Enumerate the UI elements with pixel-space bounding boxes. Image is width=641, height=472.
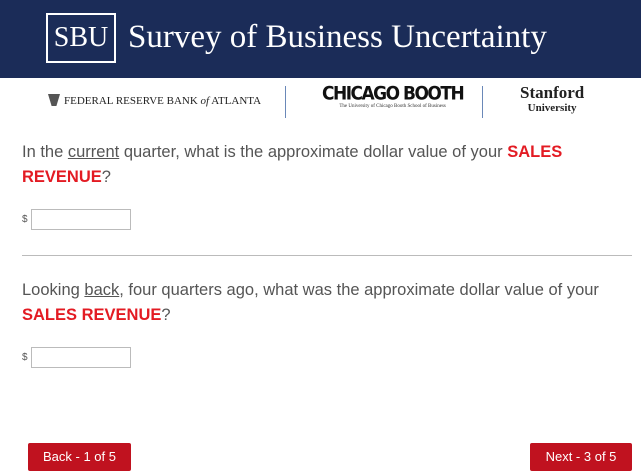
text-segment: , four quarters ago, what was the approx… (119, 281, 599, 299)
text-segment: quarter, what is the approximate dollar … (119, 143, 508, 161)
stanford-logo: Stanford University (520, 83, 585, 115)
header: SBU Survey of Business Uncertainty (0, 0, 641, 78)
next-button[interactable]: Next - 3 of 5 (530, 443, 632, 471)
text-segment: ? (101, 168, 111, 186)
logo-subtitle: The University of Chicago Booth School o… (339, 104, 446, 109)
back-button[interactable]: Back - 1 of 5 (28, 443, 131, 471)
eagle-icon (48, 94, 60, 106)
logo-subtitle: University (527, 102, 577, 114)
amount-input[interactable] (30, 347, 131, 368)
text-segment: Looking (22, 281, 85, 299)
divider (22, 255, 632, 256)
title: Survey of Business Uncertainty (128, 19, 547, 55)
text-segment: back (84, 281, 120, 299)
currency-symbol: $ (22, 214, 28, 226)
question-text: Looking back, four quarters ago, what wa… (22, 278, 622, 328)
chicago-booth-logo: CHICAGO BOOTH The University of Chicago … (322, 83, 465, 109)
input-row: $ (22, 209, 131, 230)
input-row: $ (22, 347, 131, 368)
logo-text: of (200, 95, 210, 107)
question: In the current quarter, what is the appr… (22, 140, 622, 230)
text-segment: In the (22, 143, 68, 161)
logo: SBU (46, 13, 116, 63)
currency-symbol: $ (22, 352, 28, 364)
text-segment: current (67, 143, 120, 161)
logo-name: CHICAGO BOOTH (322, 83, 465, 105)
logo-text: FEDERAL RESERVE BANK (64, 95, 201, 107)
separator (285, 86, 286, 118)
logo-name: Stanford (520, 83, 585, 102)
separator (482, 86, 483, 118)
text-segment: SALES REVENUE (22, 143, 563, 186)
partner-logos: FEDERAL RESERVE BANK of ATLANTA CHICAGO … (0, 80, 641, 126)
logo-text: ATLANTA (209, 95, 262, 107)
text-segment: ? (161, 306, 171, 324)
fed-atlanta-logo: FEDERAL RESERVE BANK of ATLANTA (48, 94, 261, 107)
amount-input[interactable] (30, 209, 131, 230)
text-segment: SALES REVENUE (22, 306, 162, 324)
question-text: In the current quarter, what is the appr… (22, 140, 622, 190)
question: Looking back, four quarters ago, what wa… (22, 278, 622, 368)
